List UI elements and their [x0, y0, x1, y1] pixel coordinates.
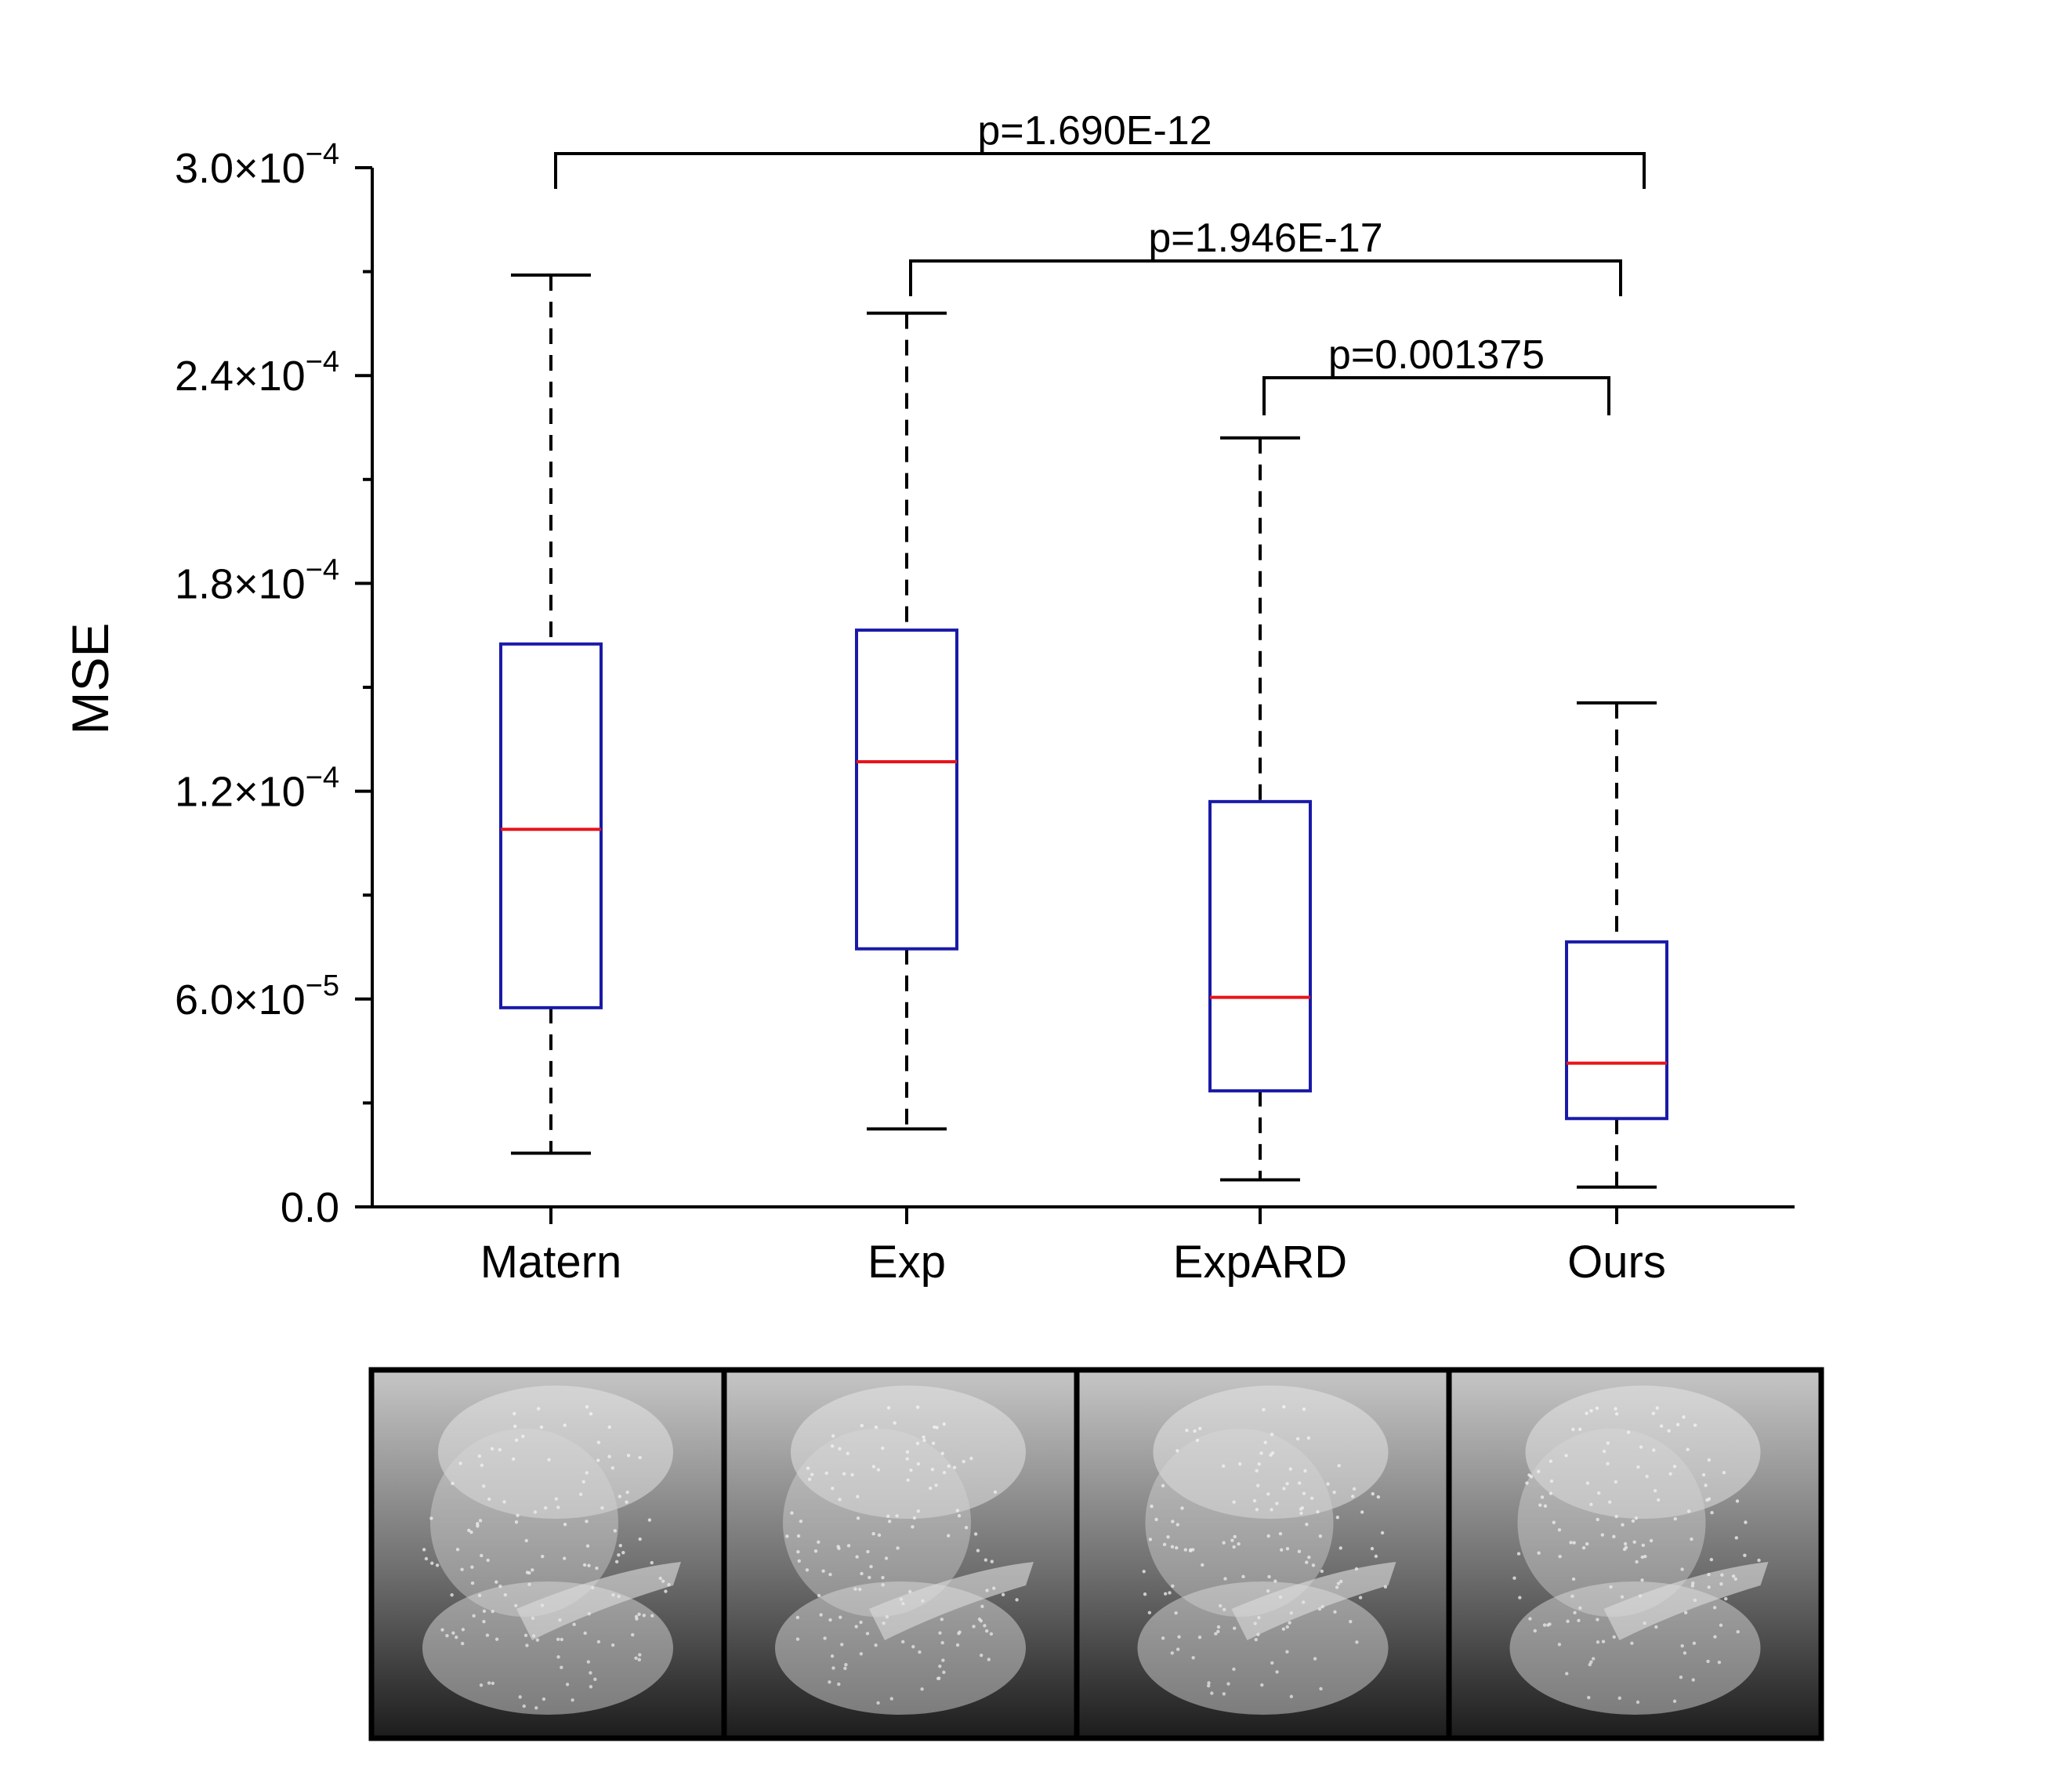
- preview-panel-expard: [1074, 1367, 1452, 1741]
- point-cloud-render: [422, 1386, 681, 1715]
- y-ticks: 0.0 6.0×10−5 1.2×10−4 1.8×10−4 2.4×10−4 3.0×1…: [175, 138, 372, 1231]
- p-value-label: p=0.001375: [1328, 332, 1545, 378]
- iqr-box: [499, 642, 603, 1009]
- box-ours: [1565, 701, 1668, 1189]
- point-cloud-render: [1509, 1386, 1769, 1715]
- significance-bracket: p=1.946E-17: [909, 216, 1622, 296]
- significance-brackets: p=1.690E-12 p=1.946E-17 p=0.001375: [554, 108, 1646, 415]
- bracket-line: [1262, 376, 1610, 415]
- panel-background: [1446, 1367, 1824, 1741]
- box-expard: [1208, 436, 1312, 1182]
- bracket-line: [909, 259, 1622, 296]
- preview-panels: [368, 1367, 1824, 1741]
- bracket-line: [554, 152, 1646, 189]
- boxes: [499, 274, 1668, 1189]
- point-cloud-render: [1137, 1386, 1396, 1715]
- y-tick-label: 0.0: [281, 1184, 339, 1231]
- significance-bracket: p=0.001375: [1262, 332, 1610, 415]
- plot-area: 0.0 6.0×10−5 1.2×10−4 1.8×10−4 2.4×10−4 3.0×1…: [61, 108, 1795, 1288]
- x-tick-label: ExpARD: [1173, 1237, 1347, 1288]
- box-exp: [855, 311, 958, 1131]
- y-tick-label: 3.0×10−4: [175, 138, 339, 192]
- y-tick-label: 6.0×10−5: [175, 969, 339, 1023]
- iqr-box: [1208, 799, 1312, 1092]
- y-tick-label: 1.2×10−4: [175, 762, 339, 816]
- x-tick-label: Ours: [1567, 1237, 1666, 1288]
- iqr-box: [1565, 940, 1668, 1121]
- panel-background: [1074, 1367, 1452, 1741]
- preview-panel-exp: [721, 1367, 1080, 1741]
- y-axis-label: MSE: [61, 622, 119, 734]
- preview-panel-matern: [368, 1367, 727, 1741]
- preview-panel-ours: [1446, 1367, 1824, 1741]
- significance-bracket: p=1.690E-12: [554, 108, 1646, 189]
- x-tick-label: Exp: [868, 1237, 946, 1288]
- y-tick-label: 2.4×10−4: [175, 346, 339, 400]
- p-value-label: p=1.946E-17: [1148, 216, 1382, 261]
- p-value-label: p=1.690E-12: [977, 108, 1212, 154]
- panel-background: [368, 1367, 727, 1741]
- y-tick-label: 1.8×10−4: [175, 553, 339, 607]
- iqr-box: [855, 629, 958, 951]
- x-tick-label: Matern: [480, 1237, 622, 1288]
- box-matern: [499, 274, 603, 1155]
- point-cloud-render: [775, 1386, 1034, 1715]
- x-ticks: Matern Exp ExpARD Ours: [480, 1207, 1666, 1288]
